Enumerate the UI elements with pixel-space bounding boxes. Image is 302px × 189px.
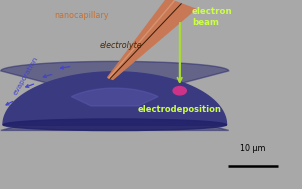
Text: 10 μm: 10 μm — [240, 144, 266, 153]
Text: evaporation: evaporation — [12, 55, 39, 96]
Text: nanocapillary: nanocapillary — [54, 11, 109, 20]
Text: electron
beam: electron beam — [192, 7, 233, 27]
Circle shape — [173, 87, 186, 95]
Polygon shape — [108, 0, 195, 79]
Text: electrolyte: electrolyte — [99, 41, 142, 50]
Polygon shape — [1, 61, 229, 130]
Ellipse shape — [3, 119, 226, 131]
Text: electrodeposition: electrodeposition — [138, 105, 222, 114]
Polygon shape — [71, 88, 158, 106]
Polygon shape — [3, 72, 226, 125]
